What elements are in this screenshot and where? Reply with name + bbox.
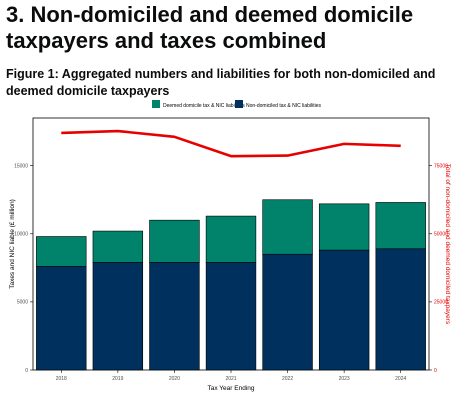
y-axis-title: Taxes and NIC liable (£ million) bbox=[9, 199, 16, 289]
bar-nondom-2022 bbox=[262, 253, 313, 371]
bar-deemed-2019 bbox=[92, 230, 144, 263]
x-tick-label: 2022 bbox=[282, 376, 293, 382]
bar-nondom-2024 bbox=[375, 248, 426, 371]
y2-axis-title: Total of non-domiciled and deemed domici… bbox=[444, 164, 451, 325]
x-axis-title: Tax Year Ending bbox=[208, 385, 255, 392]
y-tick-label: 15000 bbox=[14, 163, 28, 169]
bar-deemed-2023 bbox=[318, 203, 370, 251]
legend-label-nondom: Non-domiciled tax & NIC liabilities bbox=[246, 103, 322, 109]
bar-deemed-2021 bbox=[205, 215, 257, 263]
y2-tick-label: 50000 bbox=[434, 232, 448, 238]
legend-swatch-nondom bbox=[235, 100, 243, 108]
x-tick-label: 2019 bbox=[112, 376, 123, 382]
y-axis: 0 5000 10000 15000 bbox=[14, 163, 33, 374]
y2-tick-label: 0 bbox=[434, 368, 437, 374]
bar-nondom-2020 bbox=[149, 262, 200, 371]
line-layer bbox=[61, 129, 401, 158]
bar-nondom-2023 bbox=[318, 249, 370, 371]
bar-deemed-2020 bbox=[149, 219, 200, 263]
bar-deemed-2024 bbox=[375, 202, 426, 250]
bar-deemed-2018 bbox=[36, 236, 87, 267]
chart-legend: Deemed domicile tax & NIC liabilities No… bbox=[152, 100, 322, 109]
y-tick-label: 0 bbox=[25, 368, 28, 374]
y-tick-label: 10000 bbox=[14, 232, 28, 238]
bar-nondom-2019 bbox=[92, 262, 144, 371]
bar-nondom-2021 bbox=[205, 262, 257, 371]
x-tick-label: 2024 bbox=[395, 376, 406, 382]
bar-nondom-2018 bbox=[36, 266, 87, 371]
section-title: 3. Non-domiciled and deemed domicile tax… bbox=[6, 2, 414, 53]
x-tick-label: 2020 bbox=[169, 376, 180, 382]
bar-deemed-2022 bbox=[262, 199, 313, 255]
legend-swatch-deemed bbox=[152, 100, 160, 108]
x-tick-label: 2023 bbox=[339, 376, 350, 382]
y2-tick-label: 25000 bbox=[434, 300, 448, 306]
legend-label-deemed: Deemed domicile tax & NIC liabilities bbox=[163, 103, 245, 109]
y-tick-label: 5000 bbox=[17, 300, 28, 306]
x-axis: 2018 2019 2020 2021 2022 2023 2024 bbox=[56, 370, 406, 382]
y2-axis: 0 25000 50000 75000 bbox=[429, 163, 448, 374]
figure-caption: Figure 1: Aggregated numbers and liabili… bbox=[6, 67, 436, 98]
x-tick-label: 2021 bbox=[225, 376, 236, 382]
x-tick-label: 2018 bbox=[56, 376, 67, 382]
line-total-taxpayers bbox=[61, 129, 401, 158]
y2-tick-label: 75000 bbox=[434, 163, 448, 169]
bars-layer bbox=[36, 199, 426, 371]
